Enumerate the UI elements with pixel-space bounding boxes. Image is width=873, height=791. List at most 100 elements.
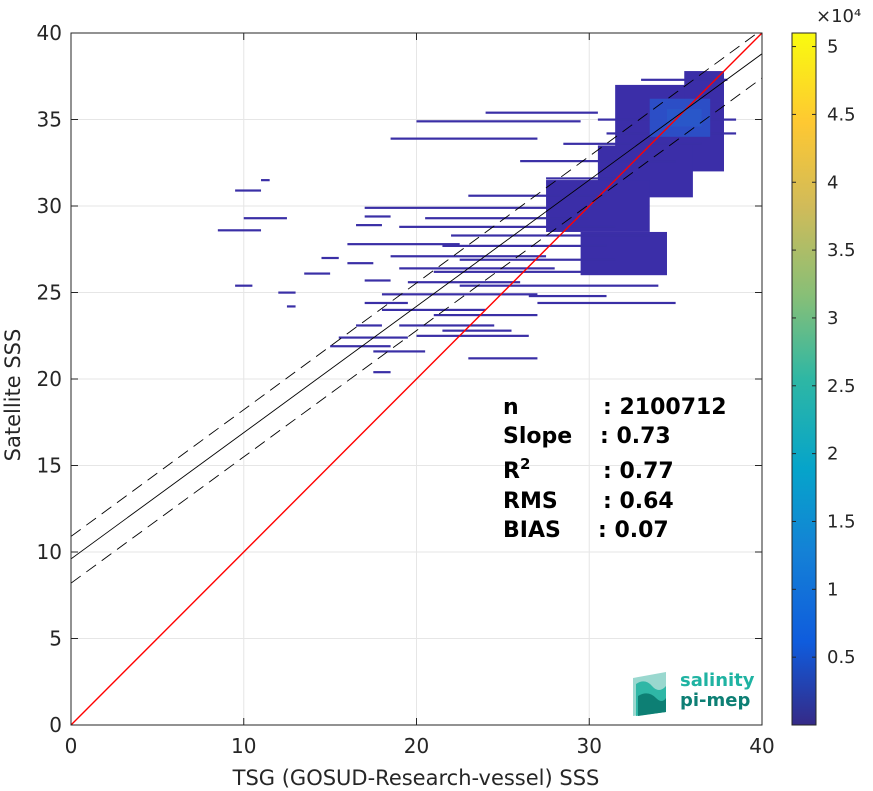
density-strip xyxy=(321,256,339,260)
regression-line xyxy=(71,53,762,560)
density-strip xyxy=(425,217,590,220)
colorbar-tick-label: 1 xyxy=(827,579,838,600)
regression-upper-line xyxy=(71,33,759,537)
density-strip xyxy=(416,334,529,337)
stat-label: BIAS xyxy=(503,518,561,543)
density-strip xyxy=(364,206,555,209)
y-tick-label: 20 xyxy=(37,367,62,391)
x-tick-label: 0 xyxy=(65,734,78,758)
density-strip xyxy=(347,243,460,246)
x-axis-label: TSG (GOSUD-Research-vessel) SSS xyxy=(232,766,600,790)
stat-value: : 0.73 xyxy=(600,424,671,449)
density-strip xyxy=(364,279,391,282)
colorbar xyxy=(792,33,816,725)
y-tick-label: 40 xyxy=(37,21,62,45)
x-axis-ticks: 0 10 20 30 40 xyxy=(65,33,775,758)
density-strip xyxy=(390,255,547,258)
density-strip xyxy=(485,111,598,114)
logo-text-salinity: salinity xyxy=(680,670,755,691)
colorbar-tick-label: 4.5 xyxy=(827,104,856,125)
density-cell xyxy=(580,231,667,276)
density-strip xyxy=(520,160,676,163)
x-tick-label: 10 xyxy=(231,734,256,758)
density-strip xyxy=(235,284,253,287)
density-strip xyxy=(261,179,270,182)
density-strip xyxy=(399,324,495,327)
density-strip xyxy=(278,291,296,294)
colorbar-ticks: 0.5 1 1.5 2 2.5 3 3.5 4 4.5 5 xyxy=(792,37,856,668)
density-cell xyxy=(684,71,724,103)
density-strip xyxy=(373,371,391,374)
colorbar-tick-label: 2.5 xyxy=(827,376,856,397)
density-cells xyxy=(217,71,737,374)
stat-value: : 0.77 xyxy=(603,459,674,484)
density-strip xyxy=(433,270,598,273)
density-strip xyxy=(347,262,374,265)
salinity-pimep-logo: salinity pi-mep xyxy=(633,670,755,716)
colorbar-frame xyxy=(791,32,817,726)
y-tick-label: 0 xyxy=(49,713,62,737)
density-strip xyxy=(468,357,538,360)
stat-value: : 0.64 xyxy=(603,489,674,514)
colorbar-tick-label: 0.5 xyxy=(827,647,856,668)
y-axis-label: Satellite SSS xyxy=(1,329,25,462)
density-strip xyxy=(399,267,555,270)
density-strip xyxy=(546,177,624,180)
y-tick-label: 15 xyxy=(37,454,62,478)
colorbar-exponent: ×10⁴ xyxy=(816,6,861,27)
x-tick-label: 30 xyxy=(577,734,602,758)
density-strip xyxy=(451,234,650,237)
density-strip xyxy=(468,194,607,197)
density-strip xyxy=(442,244,607,247)
logo-wave-icon xyxy=(633,672,666,716)
y-tick-label: 10 xyxy=(37,540,62,564)
stat-label: RMS xyxy=(503,489,558,514)
colorbar-tick-label: 1.5 xyxy=(827,511,856,532)
density-strip xyxy=(381,293,538,296)
x-tick-label: 20 xyxy=(404,734,429,758)
density-strip xyxy=(364,301,408,305)
colorbar-tick-label: 3.5 xyxy=(827,240,856,261)
density-strip xyxy=(433,313,538,317)
density-strip xyxy=(528,294,607,298)
density-strip xyxy=(459,284,659,287)
stat-label: Slope xyxy=(503,424,572,449)
logo-text-pimep: pi-mep xyxy=(680,690,750,711)
colorbar-tick-label: 2 xyxy=(827,444,838,465)
density-strip xyxy=(399,225,616,228)
density-strip xyxy=(416,120,581,123)
density-strip xyxy=(356,224,382,227)
density-strip xyxy=(459,258,616,261)
density-strip xyxy=(364,215,391,218)
density-strip xyxy=(381,308,486,311)
stat-label: n xyxy=(503,395,519,420)
y-tick-label: 30 xyxy=(37,194,62,218)
colorbar-tick-label: 4 xyxy=(827,172,838,193)
one-to-one-line xyxy=(71,33,762,725)
fit-lines xyxy=(71,33,762,725)
density-strip xyxy=(217,229,262,232)
stat-value: : 0.07 xyxy=(598,518,669,543)
density-strip xyxy=(373,350,426,353)
density-cell xyxy=(546,180,650,232)
y-tick-label: 25 xyxy=(37,281,62,305)
density-strip xyxy=(537,301,676,305)
y-tick-label: 35 xyxy=(37,108,62,132)
y-tick-label: 5 xyxy=(49,627,62,651)
stat-value: : 2100712 xyxy=(603,395,727,420)
density-strip xyxy=(286,305,296,308)
density-strip xyxy=(641,78,728,81)
density-strip xyxy=(563,142,702,145)
y-axis-ticks: 0 5 10 15 20 25 30 35 40 xyxy=(37,21,762,737)
density-strip xyxy=(235,189,262,192)
x-tick-label: 40 xyxy=(749,734,774,758)
density-strip xyxy=(304,272,331,275)
density-cell-mid xyxy=(649,98,711,137)
density-strip xyxy=(442,329,512,332)
colorbar-tick-label: 5 xyxy=(827,37,838,58)
colorbar-tick-label: 3 xyxy=(827,308,838,329)
regression-lower-line xyxy=(71,77,762,584)
density-strip xyxy=(407,281,521,284)
